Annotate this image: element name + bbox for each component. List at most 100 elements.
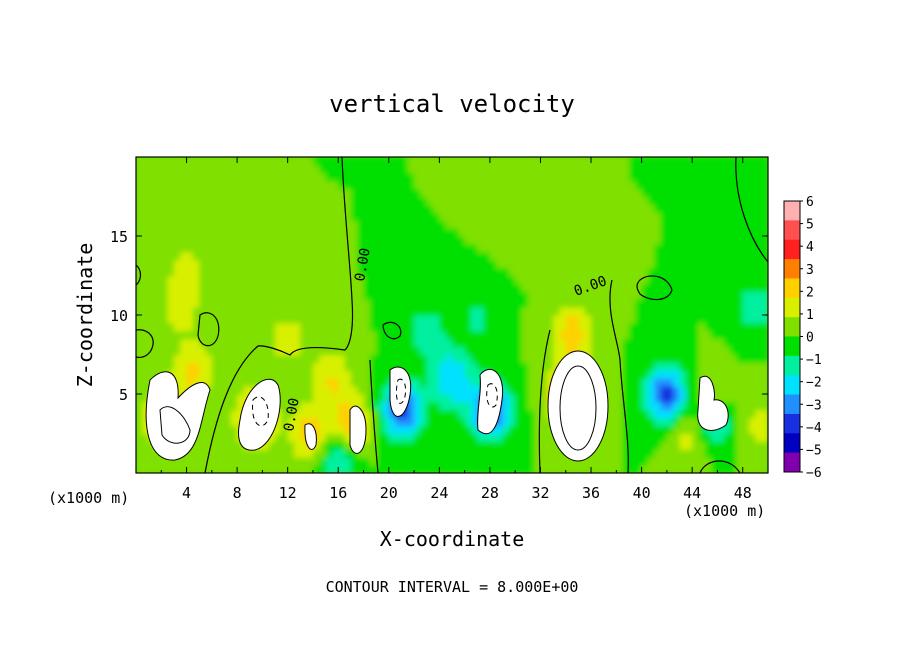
velocity-cell: [616, 172, 624, 182]
velocity-cell: [414, 172, 421, 182]
velocity-cell: [496, 315, 504, 324]
velocity-cell: [742, 354, 750, 363]
velocity-cell: [610, 243, 617, 253]
velocity-cell: [414, 394, 421, 403]
velocity-cell: [534, 196, 542, 205]
velocity-cell: [464, 465, 472, 473]
plot-area: [136, 157, 768, 473]
velocity-cell: [584, 228, 592, 237]
velocity-cell: [281, 283, 289, 292]
velocity-cell: [591, 220, 598, 229]
velocity-cell: [218, 236, 226, 245]
velocity-cell: [433, 164, 440, 174]
velocity-cell: [439, 204, 447, 213]
velocity-cell: [148, 370, 156, 379]
velocity-cell: [483, 172, 491, 182]
x-tick-label: 32: [531, 484, 549, 502]
core-updraft-6: [477, 368, 504, 435]
velocity-cell: [325, 228, 333, 237]
velocity-cell: [388, 251, 396, 261]
velocity-cell: [148, 164, 156, 174]
velocity-cell: [692, 401, 700, 411]
velocity-cell: [647, 433, 655, 442]
velocity-cell: [496, 354, 504, 363]
velocity-cell: [755, 228, 763, 237]
velocity-cell: [508, 409, 516, 419]
velocity-cell: [730, 259, 737, 269]
velocity-cell: [452, 386, 459, 395]
velocity-cell: [205, 425, 213, 435]
velocity-cell: [407, 307, 415, 316]
velocity-cell: [167, 180, 175, 190]
velocity-cell: [597, 441, 605, 450]
velocity-cell: [464, 157, 472, 166]
velocity-cell: [376, 220, 384, 229]
velocity-cell: [679, 267, 687, 277]
velocity-cell: [565, 299, 573, 308]
velocity-cell: [761, 417, 768, 427]
velocity-cell: [414, 449, 421, 458]
velocity-cell: [616, 164, 624, 174]
velocity-cell: [477, 196, 485, 205]
velocity-cell: [199, 164, 207, 174]
velocity-cell: [597, 291, 605, 300]
velocity-cell: [711, 449, 719, 458]
velocity-cell: [224, 449, 232, 458]
velocity-cell: [711, 172, 719, 182]
velocity-cell: [534, 409, 542, 419]
velocity-cell: [224, 188, 232, 198]
velocity-cell: [173, 251, 181, 261]
velocity-cell: [508, 354, 516, 363]
velocity-cell: [199, 465, 207, 473]
velocity-cell: [218, 275, 226, 284]
velocity-cell: [218, 338, 226, 348]
velocity-cell: [647, 251, 655, 261]
velocity-cell: [711, 346, 719, 356]
velocity-cell: [723, 299, 731, 308]
velocity-cell: [230, 275, 238, 284]
velocity-cell: [237, 275, 245, 284]
velocity-cell: [458, 338, 466, 348]
velocity-cell: [331, 172, 339, 182]
velocity-cell: [401, 236, 409, 245]
velocity-cell: [142, 196, 150, 205]
velocity-cell: [433, 243, 440, 253]
velocity-cell: [502, 441, 510, 450]
velocity-cell: [679, 417, 687, 427]
velocity-cell: [749, 228, 756, 237]
velocity-cell: [597, 259, 605, 269]
velocity-cell: [622, 394, 630, 403]
velocity-cell: [433, 236, 440, 245]
velocity-cell: [401, 283, 409, 292]
velocity-cell: [136, 425, 143, 435]
velocity-cell: [553, 354, 561, 363]
velocity-cell: [591, 172, 598, 182]
velocity-cell: [256, 322, 263, 332]
velocity-cell: [338, 307, 346, 316]
velocity-cell: [508, 425, 516, 435]
velocity-cell: [483, 228, 491, 237]
velocity-cell: [136, 362, 143, 371]
velocity-cell: [376, 322, 384, 332]
velocity-cell: [685, 315, 693, 324]
velocity-cell: [369, 449, 377, 458]
velocity-cell: [464, 370, 472, 379]
velocity-cell: [154, 212, 162, 221]
velocity-cell: [673, 307, 681, 316]
velocity-cell: [452, 307, 459, 316]
velocity-cell: [186, 291, 194, 300]
velocity-cell: [483, 196, 491, 205]
velocity-cell: [344, 212, 352, 221]
velocity-cell: [673, 180, 681, 190]
velocity-cell: [249, 236, 257, 245]
negative-contour-line: [252, 396, 269, 427]
velocity-cell: [420, 338, 428, 348]
velocity-cell: [755, 338, 763, 348]
velocity-cell: [306, 267, 314, 277]
velocity-cell: [622, 204, 630, 213]
velocity-cell: [730, 417, 737, 427]
velocity-cell: [546, 259, 554, 269]
velocity-cell: [136, 299, 143, 308]
velocity-cell: [572, 243, 579, 253]
velocity-cell: [730, 370, 737, 379]
